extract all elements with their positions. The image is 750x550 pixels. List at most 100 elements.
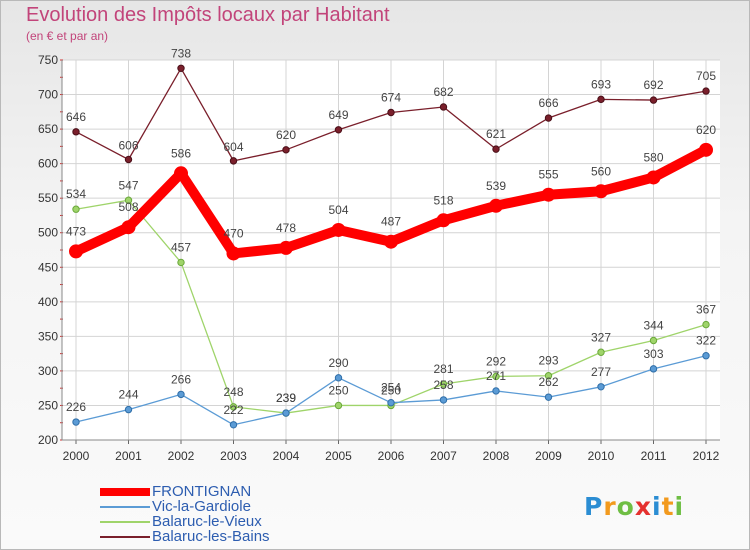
data-point <box>702 320 710 329</box>
x-tick-label: 2008 <box>483 449 510 463</box>
data-point <box>646 170 661 185</box>
data-label: 508 <box>118 200 138 214</box>
data-label: 226 <box>66 400 86 414</box>
data-label: 682 <box>433 85 453 99</box>
data-point <box>492 372 500 381</box>
data-point <box>72 205 80 213</box>
x-tick-label: 2007 <box>430 449 457 463</box>
data-label: 621 <box>486 127 506 141</box>
data-point <box>279 240 293 255</box>
data-label: 250 <box>328 383 348 397</box>
legend-swatch <box>100 506 150 508</box>
legend-label: Balaruc-les-Bains <box>152 528 270 545</box>
data-label: 487 <box>381 215 401 229</box>
data-point <box>439 396 448 404</box>
data-label: 586 <box>171 146 191 160</box>
legend-swatch <box>100 536 150 538</box>
proxiti-logo: Proxiti <box>584 492 684 521</box>
data-label: 705 <box>696 69 716 83</box>
data-label: 262 <box>538 375 558 389</box>
data-label: 344 <box>643 319 663 333</box>
data-point <box>702 87 710 95</box>
data-label: 271 <box>486 369 506 383</box>
data-point <box>334 374 343 382</box>
data-label: 620 <box>696 123 716 137</box>
x-tick-label: 2012 <box>693 449 720 463</box>
data-label: 248 <box>223 385 243 399</box>
data-point <box>177 258 185 267</box>
data-label: 293 <box>538 354 558 368</box>
x-tick-label: 2001 <box>115 449 142 463</box>
data-label: 649 <box>328 108 348 122</box>
legend-label: FRONTIGNAN <box>152 483 252 500</box>
data-point <box>229 421 238 429</box>
data-label: 470 <box>223 226 243 240</box>
y-tick-label: 600 <box>38 157 58 171</box>
data-point <box>334 401 343 410</box>
data-point <box>229 403 238 411</box>
data-label: 258 <box>433 378 453 392</box>
data-label: 322 <box>696 334 716 348</box>
data-point <box>334 126 343 134</box>
x-tick-label: 2003 <box>220 449 247 463</box>
data-point <box>124 405 133 414</box>
data-point <box>384 234 398 249</box>
logo-letter: r <box>603 492 617 521</box>
data-label: 367 <box>696 303 716 317</box>
logo-letter: P <box>584 492 604 521</box>
data-point <box>174 166 188 181</box>
data-point <box>541 187 556 202</box>
data-label: 292 <box>486 354 506 368</box>
data-label: 518 <box>433 193 453 207</box>
logo-letter: o <box>616 492 635 521</box>
y-tick-label: 350 <box>38 329 58 343</box>
data-point <box>226 246 241 261</box>
data-point <box>649 336 658 345</box>
data-point <box>439 380 448 388</box>
x-tick-label: 2009 <box>535 449 562 463</box>
logo-letter: t <box>661 492 675 521</box>
data-point <box>544 393 553 401</box>
legend-swatch <box>100 488 150 496</box>
data-point <box>69 244 83 259</box>
data-label: 327 <box>591 330 611 344</box>
chart-title: Evolution des Impôts locaux par Habitant <box>26 4 390 26</box>
data-point <box>489 198 503 213</box>
data-point <box>177 64 185 72</box>
logo-letter: x <box>634 492 652 521</box>
legend-label: Vic-la-Gardiole <box>152 498 251 515</box>
data-label: 239 <box>276 391 296 405</box>
data-point <box>492 387 500 395</box>
data-label: 534 <box>66 187 86 201</box>
data-point <box>649 365 658 373</box>
data-point <box>124 155 133 164</box>
data-point <box>436 213 451 228</box>
data-point <box>699 142 713 157</box>
data-point <box>594 184 608 199</box>
x-tick-label: 2011 <box>641 449 667 463</box>
data-label: 620 <box>276 128 296 142</box>
data-label: 239 <box>276 391 296 405</box>
data-label: 539 <box>486 179 506 193</box>
data-label: 250 <box>381 383 401 397</box>
x-tick-label: 2010 <box>588 449 615 463</box>
data-point <box>492 145 500 153</box>
data-label: 738 <box>171 46 191 60</box>
y-tick-label: 450 <box>38 260 58 274</box>
y-tick-label: 500 <box>38 226 58 240</box>
y-tick-label: 250 <box>38 398 58 412</box>
data-label: 478 <box>276 221 296 235</box>
data-label: 244 <box>118 388 138 402</box>
data-point <box>387 108 395 117</box>
logo-letter: i <box>652 492 662 521</box>
y-tick-label: 200 <box>38 433 58 447</box>
data-label: 222 <box>223 403 243 417</box>
data-label: 693 <box>591 77 611 91</box>
x-tick-label: 2004 <box>273 449 300 463</box>
data-point <box>177 390 185 399</box>
data-label: 547 <box>118 178 138 192</box>
legend-swatch <box>100 521 150 523</box>
data-label: 692 <box>643 78 663 92</box>
data-label: 674 <box>381 91 401 105</box>
